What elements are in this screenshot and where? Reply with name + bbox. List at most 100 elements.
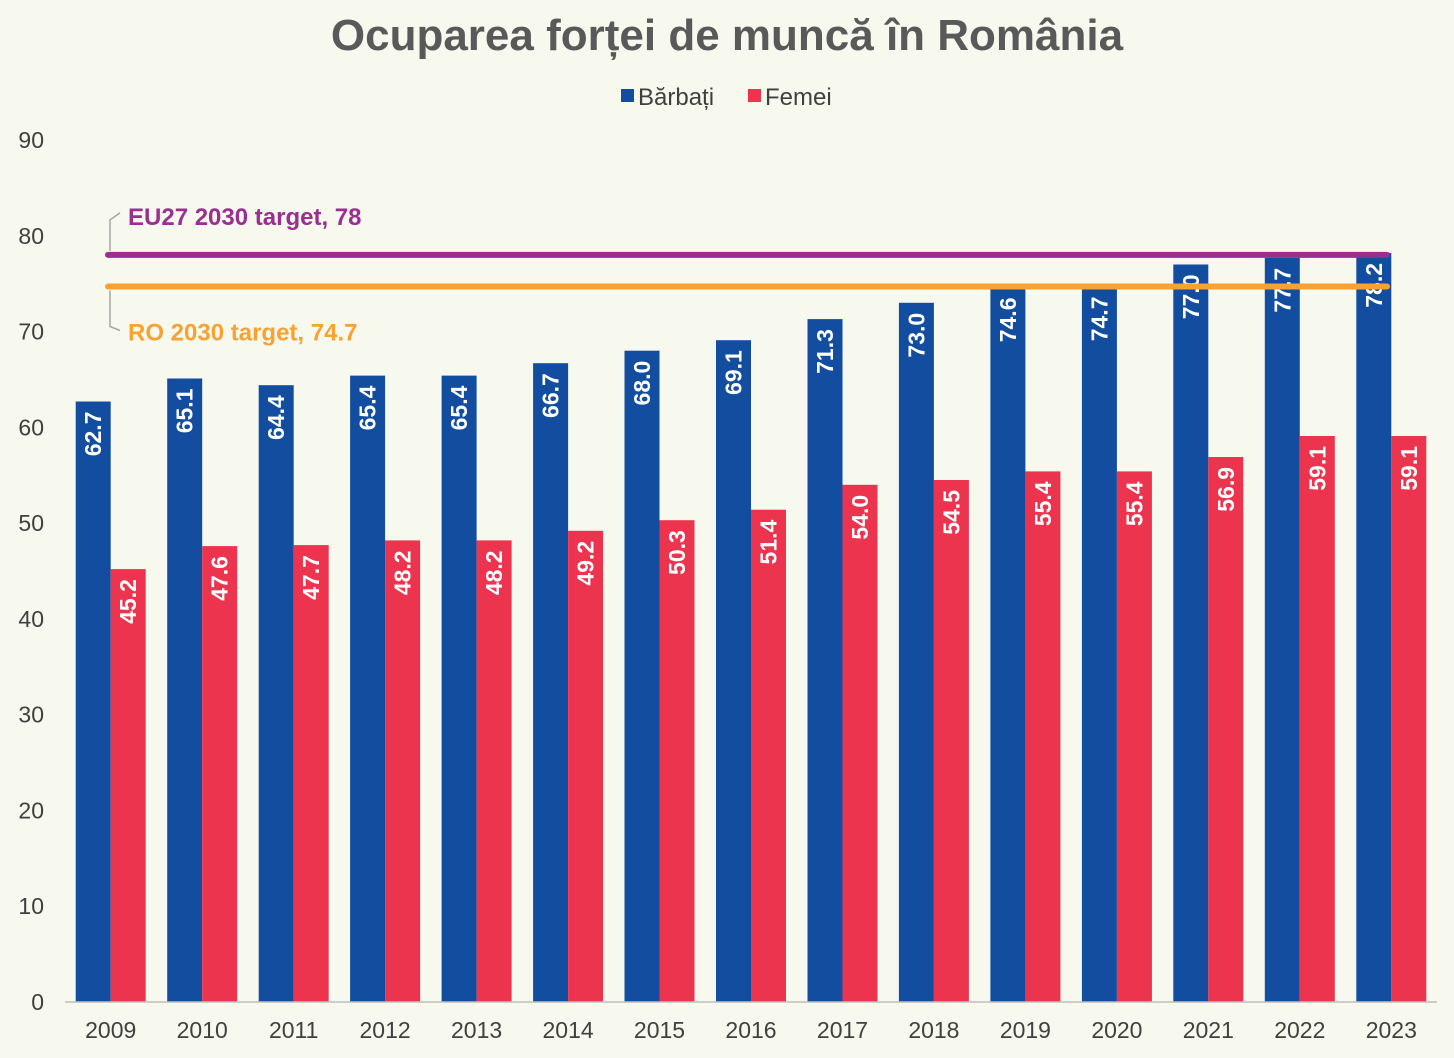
- bar-barbati-2012: [350, 375, 386, 1003]
- data-label: 48.2: [481, 550, 507, 595]
- data-label: 59.1: [1396, 446, 1422, 491]
- y-tick-label: 50: [18, 510, 44, 536]
- x-tick-label: 2020: [1091, 1017, 1142, 1043]
- legend-label-femei: Femei: [765, 84, 832, 111]
- bar-femei-2012: [385, 540, 421, 1002]
- bar-barbati-2020: [1081, 286, 1117, 1002]
- y-tick-label: 70: [18, 319, 44, 345]
- bar-barbati-2022: [1264, 257, 1300, 1002]
- bar-barbati-2009: [75, 401, 111, 1002]
- bar-barbati-2015: [624, 350, 660, 1002]
- data-label: 77.0: [1178, 275, 1204, 320]
- reference-label-eu27: EU27 2030 target, 78: [128, 204, 361, 231]
- bar-femei-2022: [1299, 436, 1335, 1002]
- data-label: 65.4: [446, 385, 472, 430]
- legend-item-barbati: Bărbați: [621, 84, 714, 111]
- reference-lines: EU27 2030 target, 78 RO 2030 target, 74.7: [105, 204, 1390, 347]
- leader-line: [109, 212, 121, 251]
- data-label: 47.6: [207, 556, 233, 601]
- x-tick-label: 2012: [360, 1017, 411, 1043]
- y-tick-label: 30: [18, 702, 44, 728]
- data-label: 56.9: [1213, 467, 1239, 512]
- y-axis: 0 10 20 30 40 50 60 70 80 90: [18, 127, 44, 1015]
- bar-barbati-2017: [807, 319, 843, 1003]
- data-label: 50.3: [664, 530, 690, 575]
- data-labels: 62.7 45.2 65.1 47.6 64.4 47.7 65.4 48.2 65.4 48.2…: [80, 263, 1422, 624]
- bar-femei-2021: [1208, 457, 1244, 1002]
- legend-label-barbati: Bărbați: [638, 84, 714, 111]
- legend: Bărbați Femei: [621, 84, 832, 111]
- x-tick-label: 2009: [85, 1017, 136, 1043]
- bar-femei-2020: [1116, 471, 1152, 1002]
- bar-barbati-2014: [533, 363, 569, 1002]
- bar-barbati-2023: [1356, 253, 1392, 1002]
- bar-femei-2013: [476, 540, 512, 1002]
- bar-femei-2023: [1391, 436, 1427, 1002]
- bar-barbati-2013: [441, 375, 477, 1003]
- data-label: 73.0: [903, 313, 929, 358]
- x-tick-label: 2014: [543, 1017, 594, 1043]
- data-label: 55.4: [1121, 481, 1147, 526]
- bar-barbati-2010: [167, 378, 203, 1002]
- x-axis: 2009 2010 2011 2012 2013 2014 2015 2016 2017 2018…: [65, 1001, 1437, 1043]
- data-label: 55.4: [1030, 481, 1056, 526]
- data-label: 65.4: [355, 385, 381, 430]
- data-label: 49.2: [573, 541, 599, 586]
- x-tick-label: 2022: [1274, 1017, 1325, 1043]
- bar-femei-2019: [1025, 471, 1061, 1002]
- data-label: 45.2: [115, 579, 141, 624]
- bars: [75, 253, 1427, 1003]
- data-label: 62.7: [80, 412, 106, 457]
- y-tick-label: 90: [18, 127, 44, 153]
- leader-line: [109, 290, 121, 332]
- data-label: 69.1: [721, 350, 747, 395]
- data-label: 66.7: [538, 373, 564, 418]
- data-label: 68.0: [629, 361, 655, 406]
- data-label: 74.6: [995, 298, 1021, 343]
- x-tick-label: 2023: [1366, 1017, 1417, 1043]
- legend-item-femei: Femei: [748, 84, 832, 111]
- x-tick-label: 2011: [269, 1017, 318, 1043]
- bar-barbati-2011: [258, 385, 294, 1002]
- bar-femei-2018: [933, 480, 969, 1002]
- data-label: 54.5: [938, 490, 964, 535]
- x-tick-label: 2021: [1183, 1017, 1234, 1043]
- bar-barbati-2016: [716, 340, 751, 1002]
- y-tick-label: 20: [18, 797, 44, 823]
- bar-femei-2016: [751, 509, 786, 1002]
- x-tick-label: 2017: [817, 1017, 868, 1043]
- y-tick-label: 40: [18, 606, 44, 632]
- x-tick-label: 2010: [177, 1017, 228, 1043]
- bar-barbati-2021: [1173, 264, 1209, 1002]
- x-tick-label: 2013: [451, 1017, 502, 1043]
- data-label: 59.1: [1304, 446, 1330, 491]
- x-tick-label: 2016: [725, 1017, 776, 1043]
- chart-title: Ocuparea forței de muncă în România: [331, 11, 1124, 60]
- data-label: 54.0: [847, 495, 873, 540]
- legend-swatch-barbati: [621, 89, 634, 102]
- legend-swatch-femei: [748, 89, 761, 102]
- y-tick-label: 60: [18, 414, 44, 440]
- data-label: 51.4: [756, 519, 782, 564]
- reference-label-ro: RO 2030 target, 74.7: [128, 320, 357, 347]
- bar-femei-2014: [568, 530, 604, 1002]
- data-label: 48.2: [390, 550, 416, 595]
- data-label: 77.7: [1269, 268, 1295, 313]
- bar-barbati-2018: [898, 302, 934, 1002]
- bar-femei-2009: [110, 569, 146, 1002]
- data-label: 64.4: [263, 395, 289, 440]
- data-label: 65.1: [172, 388, 198, 433]
- x-tick-label: 2018: [908, 1017, 959, 1043]
- y-tick-label: 80: [18, 223, 44, 249]
- data-label: 74.7: [1086, 297, 1112, 342]
- x-tick-label: 2019: [1000, 1017, 1051, 1043]
- y-tick-label: 10: [18, 893, 44, 919]
- data-label: 47.7: [298, 555, 324, 600]
- bar-femei-2011: [293, 545, 329, 1002]
- y-tick-label: 0: [31, 989, 44, 1015]
- bar-femei-2010: [202, 546, 238, 1002]
- bar-femei-2017: [842, 484, 878, 1002]
- data-label: 71.3: [812, 329, 838, 374]
- x-tick-label: 2015: [634, 1017, 685, 1043]
